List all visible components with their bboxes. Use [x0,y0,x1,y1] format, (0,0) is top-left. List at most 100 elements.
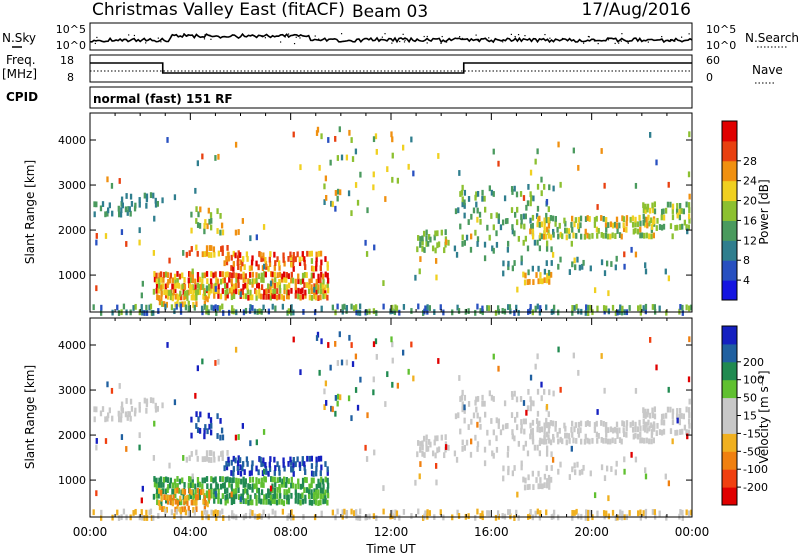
velocity-cell [443,452,446,459]
power-cell [678,214,682,221]
velocity-cell [531,427,534,434]
power-cell [412,170,415,177]
velocity-cell [642,412,646,419]
velocity-cell [153,420,156,427]
power-cell [322,293,325,300]
power-cell [157,308,160,314]
velocity-cell [614,515,618,521]
power-cell [164,283,168,290]
power-cell [320,305,323,312]
power-cell [255,289,258,296]
power-cell [545,217,548,224]
power-cell [271,278,274,285]
velocity-cell [201,358,204,365]
velocity-cell [145,398,149,405]
power-cell [484,206,487,213]
power-cell [190,227,193,234]
power-cell [326,277,330,284]
power-cell [603,270,607,277]
power-cell [179,303,183,310]
power-cell [605,260,609,267]
velocity-cell [248,477,252,483]
velocity-cell [217,358,220,365]
power-cell [631,215,635,222]
velocity-cell [531,438,535,445]
power-cell [120,201,123,207]
velocity-cell [605,465,609,472]
velocity-cell [208,423,211,430]
power-cell [280,293,284,300]
power-cell [373,244,376,251]
velocity-cell [173,399,177,406]
velocity-cell [324,476,327,483]
power-cell [545,304,548,311]
power-cell [331,304,335,311]
velocity-cell [119,416,123,423]
velocity-cell [660,419,663,426]
power-cell [286,289,289,296]
velocity-cell [104,416,107,423]
velocity-cell [488,390,491,397]
power-cell [475,191,478,198]
power-cell [395,305,399,312]
power-cell [278,260,281,267]
velocity-cell [283,493,286,500]
power-cell [510,207,514,213]
velocity-cell [546,478,549,484]
velocity-cell [317,492,320,499]
velocity-cell [217,498,220,504]
power-cell [567,228,571,234]
nsearch-point [187,35,189,37]
velocity-cell [539,437,542,444]
velocity-cell [625,431,628,438]
power-cell [341,304,344,311]
power-cell [160,277,163,283]
velocity-cell [604,426,608,433]
power-cell [615,255,618,262]
velocity-cell [559,436,562,443]
velocity-cell [303,461,306,467]
velocity-cell [226,493,229,500]
power-cell [417,303,420,310]
velocity-cell [351,361,355,367]
velocity-cell [182,494,185,500]
velocity-cell [634,421,637,428]
nsky-label: N.Sky [2,31,36,45]
power-cell [336,155,340,161]
power-cell [188,283,191,290]
velocity-cell [267,492,270,499]
power-cell [459,191,462,197]
velocity-cell [230,459,233,466]
power-cell [554,220,557,227]
velocity-cell [497,418,501,425]
velocity-cell [326,499,329,506]
velocity-cell [316,331,320,338]
power-cell [461,201,464,208]
velocity-cell [273,487,277,494]
velocity-cell [534,363,537,370]
power-cell [647,214,650,221]
velocity-cell [570,426,573,433]
power-cell [474,229,477,236]
power-cell [104,233,108,239]
velocity-cell [250,469,253,476]
power-cell [520,255,523,262]
colorbar-tick-label: 50 [743,392,757,405]
power-cell [232,287,236,294]
velocity-cell [320,493,323,500]
velocity-cell [237,487,240,494]
velocity-cell [602,437,605,444]
power-cell [219,212,222,219]
power-cell [325,194,328,201]
power-cell [232,272,235,278]
velocity-cell [243,469,246,476]
power-cell [662,208,665,215]
power-cell [176,271,179,277]
velocity-cell [315,461,318,467]
power-cell [543,228,546,234]
velocity-cell [662,428,666,435]
power-cell [546,273,549,279]
velocity-cell [317,489,320,496]
velocity-cell [174,498,177,505]
power-cell [214,286,217,292]
